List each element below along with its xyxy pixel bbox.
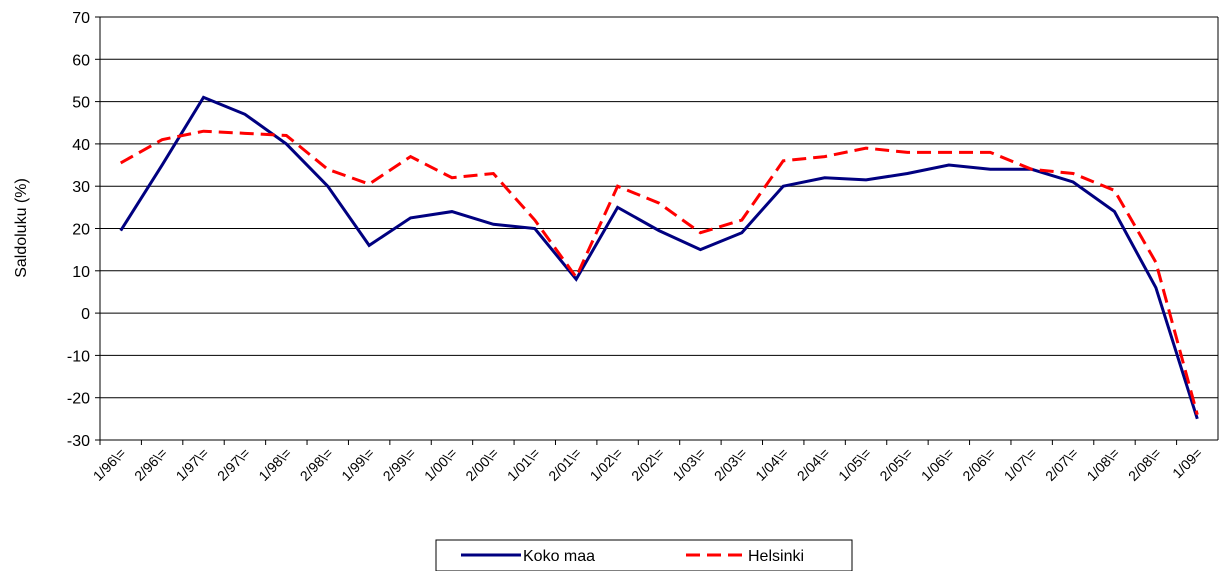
y-tick-label: -10 <box>67 348 90 365</box>
x-tick-label: 2/06\= <box>959 445 998 484</box>
x-tick-label: 1/00\= <box>421 445 460 484</box>
y-axis-label: Saldoluku (%) <box>13 178 30 278</box>
x-tick-label: 2/96\= <box>131 445 170 484</box>
line-series <box>119 95 1199 420</box>
y-tick-label: 20 <box>72 222 90 239</box>
x-tick-label: 1/98\= <box>255 445 294 484</box>
x-tick-label: 1/04\= <box>752 445 791 484</box>
x-tick-label: 2/99\= <box>380 445 419 484</box>
x-tick-label: 1/01\= <box>504 445 543 484</box>
line-series <box>119 129 1199 416</box>
y-tick-label: 40 <box>72 137 90 154</box>
x-tick-label: 2/03\= <box>711 445 750 484</box>
x-tick-label: 1/07\= <box>1001 445 1040 484</box>
x-tick-label: 2/04\= <box>794 445 833 484</box>
legend-label: Helsinki <box>748 548 804 565</box>
x-tick-label: 2/01\= <box>545 445 584 484</box>
y-tick-label: 70 <box>72 10 90 27</box>
x-tick-label: 1/03\= <box>669 445 708 484</box>
x-tick-label: 1/06\= <box>918 445 957 484</box>
x-tick-label: 1/96\= <box>90 445 129 484</box>
x-tick-label: 2/08\= <box>1125 445 1164 484</box>
x-tick-label: 1/05\= <box>835 445 874 484</box>
y-tick-label: 10 <box>72 264 90 281</box>
x-tick-label: 1/02\= <box>587 445 626 484</box>
x-tick-label: 2/98\= <box>297 445 336 484</box>
x-tick-label: 1/09= <box>1169 445 1205 481</box>
x-tick-label: 2/05\= <box>876 445 915 484</box>
x-tick-label: 1/97\= <box>173 445 212 484</box>
x-tick-label: 1/08\= <box>1083 445 1122 484</box>
x-tick-label: 2/00\= <box>462 445 501 484</box>
y-tick-label: -20 <box>67 391 90 408</box>
x-tick-label: 2/02\= <box>628 445 667 484</box>
y-tick-label: 0 <box>81 306 90 323</box>
x-tick-label: 1/99\= <box>338 445 377 484</box>
y-tick-label: 60 <box>72 52 90 69</box>
y-tick-label: 30 <box>72 179 90 196</box>
legend-label: Koko maa <box>523 548 595 565</box>
x-tick-label: 2/07\= <box>1042 445 1081 484</box>
y-tick-label: 50 <box>72 95 90 112</box>
x-tick-label: 2/97\= <box>214 445 253 484</box>
y-tick-label: -30 <box>67 433 90 450</box>
